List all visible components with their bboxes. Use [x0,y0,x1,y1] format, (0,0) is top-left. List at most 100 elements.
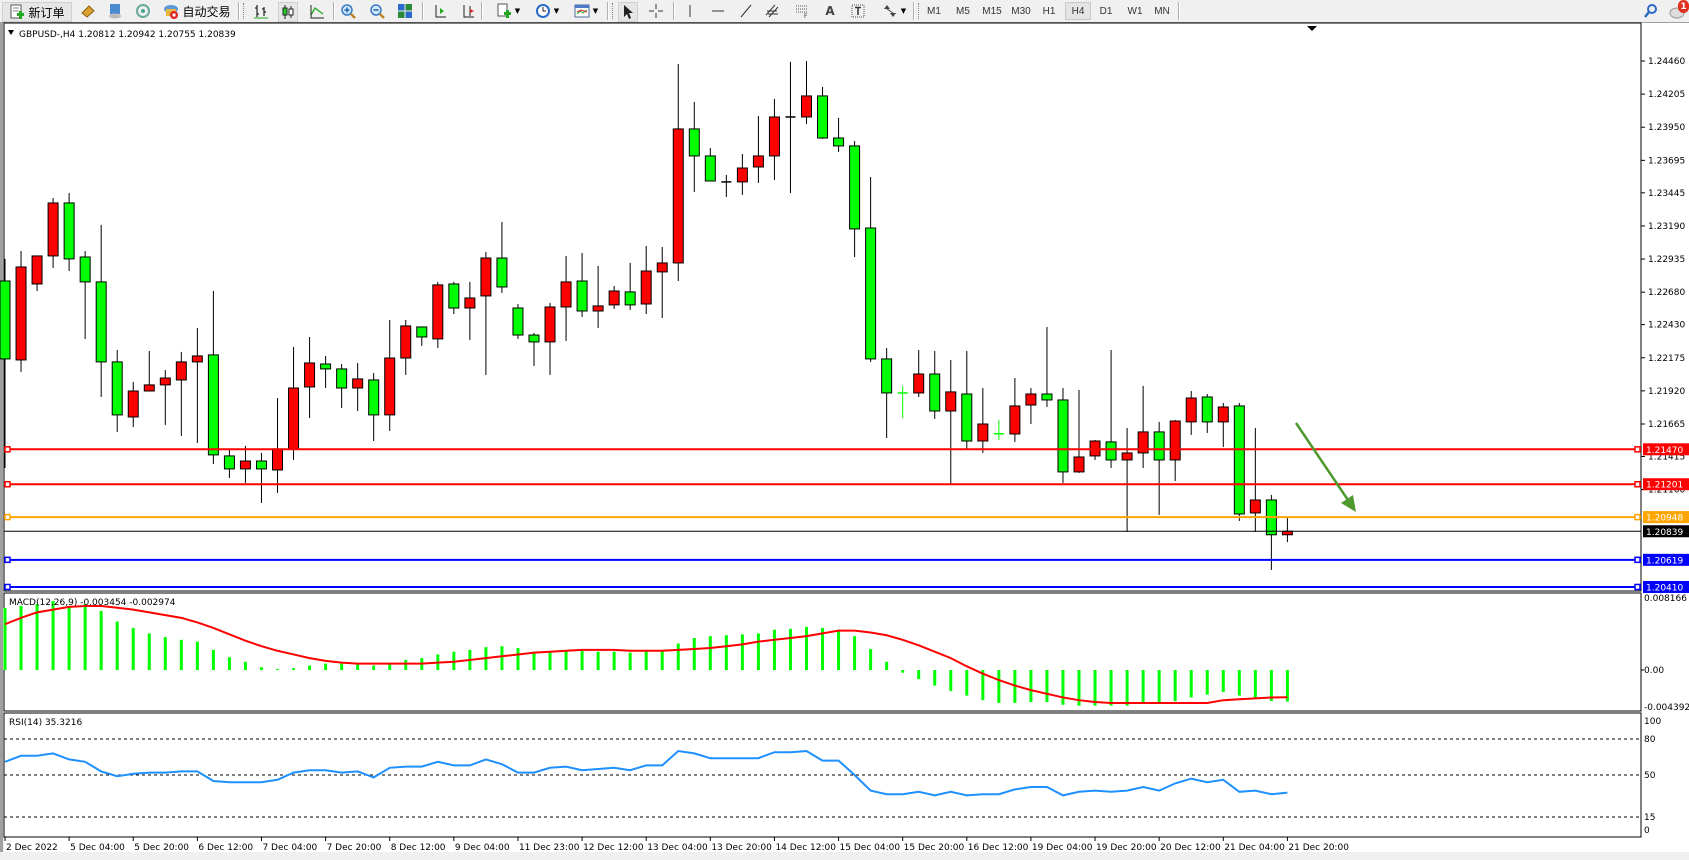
candle[interactable] [352,362,364,411]
candle[interactable] [416,326,428,346]
timeframe-m5[interactable]: M5 [956,5,970,17]
candle[interactable] [929,350,941,419]
level-handle-left[interactable] [4,513,11,521]
level-handle-left[interactable] [4,556,11,564]
new-order-button[interactable]: 新订单 [2,2,72,22]
candle[interactable] [368,372,380,441]
candle[interactable] [1249,428,1261,532]
market-watch-button[interactable] [79,2,97,20]
candle[interactable] [175,351,187,436]
candle[interactable] [1025,388,1037,424]
candle[interactable] [945,359,957,485]
candle[interactable] [1201,393,1213,433]
timeframe-m1[interactable]: M1 [927,5,941,17]
bar-chart-button[interactable] [252,2,270,20]
candle[interactable] [785,61,796,193]
level-handle-right[interactable] [1634,513,1641,521]
candle[interactable] [239,445,251,483]
candle[interactable] [448,281,460,314]
candle[interactable] [111,349,123,432]
candle[interactable] [865,176,877,362]
candle[interactable] [320,355,332,389]
macd-panel[interactable]: 0.008166 0.00 -0.004392 [3,592,1689,713]
candle[interactable] [432,281,444,349]
candle[interactable] [656,246,668,319]
candle[interactable] [159,369,171,425]
rsi-panel[interactable]: 100 80 50 15 0 [3,712,1661,838]
level-handle-right[interactable] [1634,556,1641,564]
candle[interactable] [1185,390,1197,435]
level-handle-right[interactable] [1634,446,1641,453]
periods-button[interactable]: ▼ [532,2,562,20]
candle[interactable] [608,285,620,309]
candle[interactable] [881,348,893,439]
level-handle-right[interactable] [1634,583,1641,591]
zoom-in-button[interactable] [339,2,357,20]
data-window-button[interactable] [106,2,124,20]
candle[interactable] [79,250,91,339]
candle[interactable] [464,281,476,340]
candle[interactable] [47,198,59,269]
candle[interactable] [1137,385,1149,469]
candlestick-button[interactable] [278,2,298,22]
candle[interactable] [1217,402,1229,447]
candle[interactable] [544,302,556,375]
candle[interactable] [849,140,861,257]
level-handle-left[interactable] [4,480,11,488]
timeframe-m15[interactable]: M15 [982,5,1002,17]
candle[interactable] [512,303,524,339]
line-chart-button[interactable] [308,2,326,20]
candle[interactable] [592,265,604,329]
timeframe-m30[interactable]: M30 [1011,5,1031,17]
candle[interactable] [833,118,845,152]
candle[interactable] [143,350,155,392]
auto-scroll-button[interactable] [431,2,449,20]
candle[interactable] [560,255,572,341]
timeframe-h4[interactable]: H4 [1065,2,1091,20]
tile-windows-button[interactable] [396,2,414,20]
chart-shift-button[interactable] [459,2,477,20]
candle[interactable] [704,148,716,182]
candle[interactable] [255,452,267,503]
candle[interactable] [624,262,636,310]
toolbar-grip[interactable] [918,3,921,19]
templates-button[interactable]: ▼ [571,2,601,20]
candle[interactable] [31,255,43,291]
toolbar-grip[interactable] [612,3,615,19]
candle[interactable] [207,290,219,464]
toolbar-grip[interactable] [243,3,246,19]
level-handle-left[interactable] [4,583,11,591]
text-button[interactable]: A [821,2,839,20]
vertical-line-button[interactable] [681,2,699,20]
equidistant-channel-button[interactable] [764,2,782,20]
candle[interactable] [15,250,27,372]
candle[interactable] [752,115,764,183]
candle[interactable] [1121,428,1133,532]
candle[interactable] [640,245,652,314]
candle[interactable] [913,349,925,397]
chart-menu-triangle-icon[interactable] [8,30,14,35]
text-label-button[interactable] [849,2,867,20]
candle[interactable] [1009,378,1021,442]
candle[interactable] [961,350,973,449]
candle[interactable] [496,221,508,293]
candle[interactable] [1057,388,1069,483]
candle[interactable] [1233,402,1245,521]
candle[interactable] [817,86,829,139]
horizontal-line-button[interactable] [709,2,727,20]
candle[interactable] [576,252,588,317]
new-chart-button[interactable]: ▼ [493,2,523,20]
candle[interactable] [223,448,235,479]
candle[interactable] [1073,389,1085,473]
crosshair-button[interactable] [647,2,665,20]
candle[interactable] [977,388,989,453]
candle[interactable] [897,385,908,419]
arrows-button[interactable]: ▼ [879,2,909,20]
level-handle-right[interactable] [1634,480,1641,488]
level-handle-left[interactable] [4,446,11,453]
main-price-panel[interactable]: 1.24460 1.24205 1.23950 1.23695 1.23445 1.231… [0,22,1689,593]
trendline-button[interactable] [737,2,755,20]
zoom-out-button[interactable] [368,2,386,20]
candle[interactable] [191,328,203,443]
